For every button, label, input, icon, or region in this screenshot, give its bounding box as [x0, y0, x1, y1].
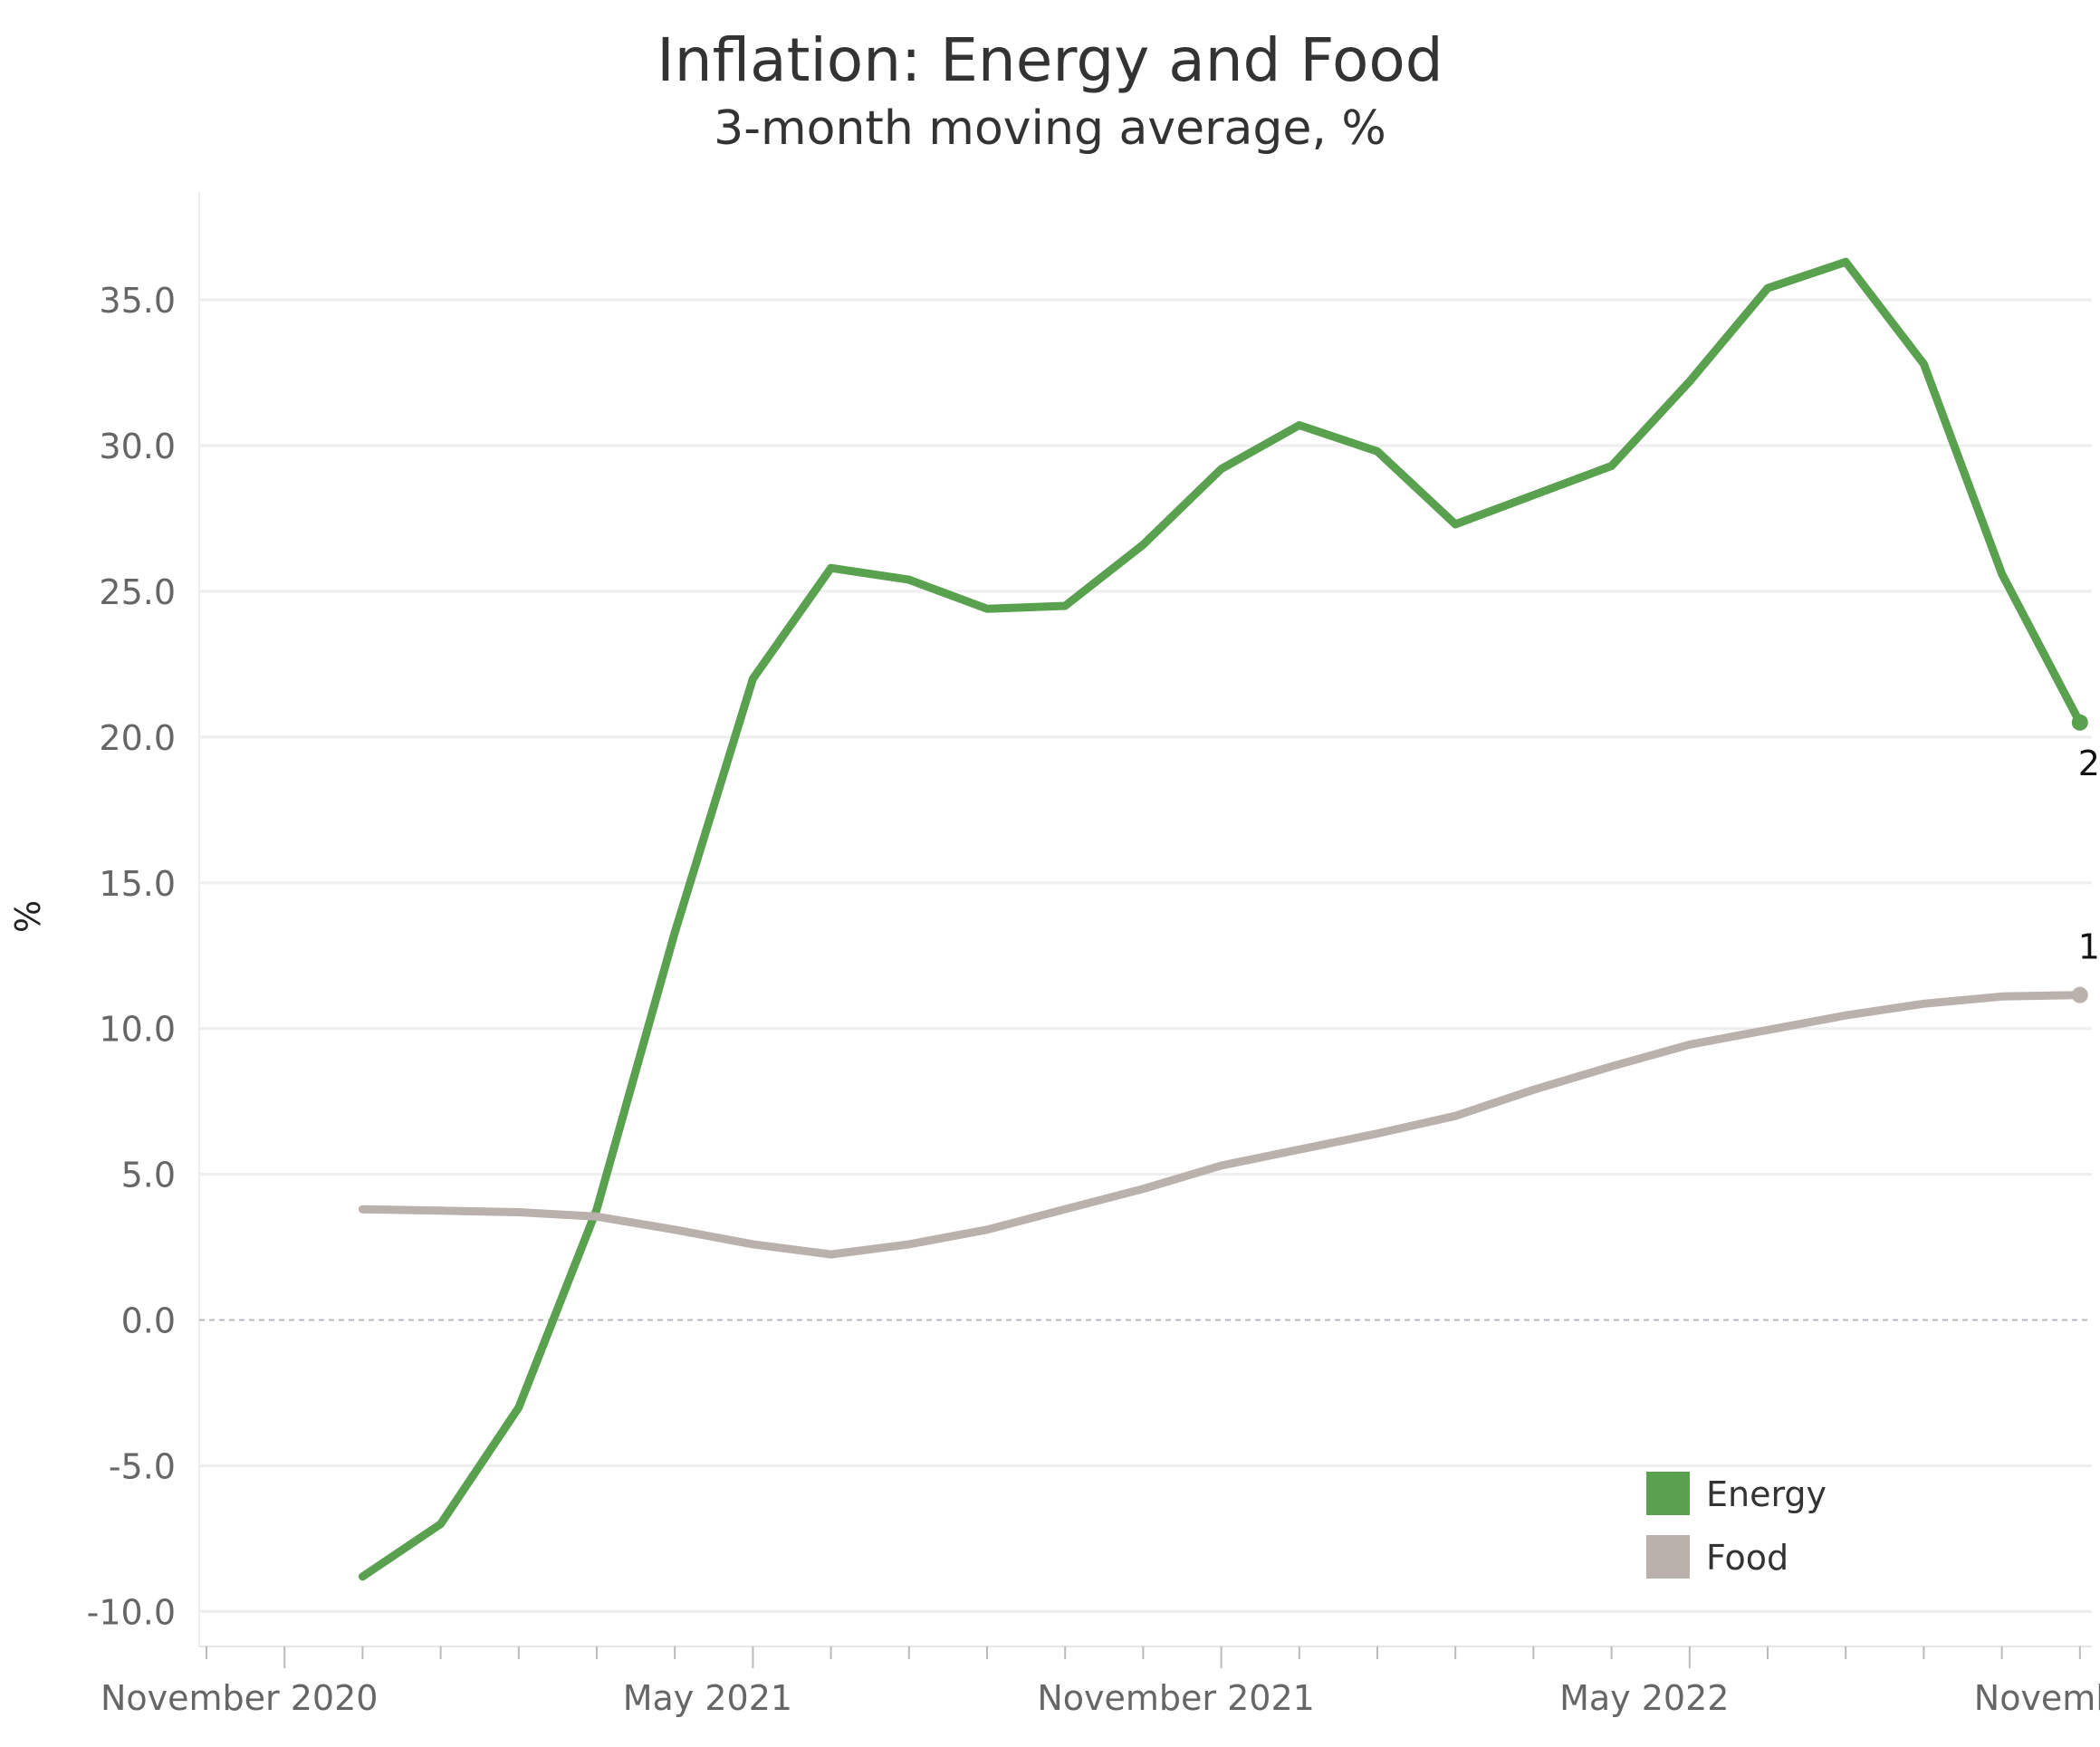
x-tick-label: May 2022	[1559, 1678, 1729, 1718]
y-tick-label: 0.0	[121, 1301, 176, 1341]
y-tick-label: 30.0	[99, 427, 176, 466]
legend-swatch-food	[1646, 1535, 1690, 1579]
y-tick-label: 10.0	[99, 1010, 176, 1050]
x-tick-label: November 2022	[1974, 1678, 2100, 1718]
series-line-energy	[358, 257, 2085, 1581]
legend: Energy Food	[1646, 1472, 1827, 1579]
legend-label-food: Food	[1706, 1538, 1788, 1578]
y-tick-label: 15.0	[99, 864, 176, 904]
y-tick-label: 20.0	[99, 718, 176, 758]
series-lines	[358, 257, 2088, 1581]
x-tick-label: November 2020	[101, 1678, 378, 1718]
y-tick-label: 35.0	[99, 281, 176, 321]
y-tick-label: 25.0	[99, 572, 176, 612]
chart-subtitle: 3-month moving average, %	[714, 101, 1386, 156]
y-tick-label: 5.0	[121, 1156, 176, 1195]
y-tick-label: -10.0	[87, 1592, 176, 1632]
chart-title: Inflation: Energy and Food	[657, 25, 1443, 95]
y-tick-label: -5.0	[109, 1446, 176, 1486]
x-tick-label: May 2021	[623, 1678, 792, 1718]
end-point-food	[2071, 986, 2088, 1003]
legend-label-energy: Energy	[1706, 1474, 1827, 1514]
gridlines	[198, 192, 2092, 1646]
y-axis: -10.0 -5.0 0.0 5.0 10.0 15.0 20.0 25.0 30.0 35.0	[87, 281, 176, 1632]
series-line-food	[358, 991, 2085, 1259]
end-value-labels: 20.5 11.2	[2078, 744, 2100, 967]
end-label-food: 11.2	[2078, 927, 2100, 967]
end-point-energy	[2071, 714, 2088, 731]
end-label-energy: 20.5	[2078, 744, 2100, 783]
x-axis: November 2020 May 2021 November 2021 May 20…	[101, 1646, 2100, 1718]
x-tick-label: November 2021	[1037, 1678, 1314, 1718]
legend-swatch-energy	[1646, 1472, 1690, 1515]
y-axis-label: %	[8, 900, 48, 933]
